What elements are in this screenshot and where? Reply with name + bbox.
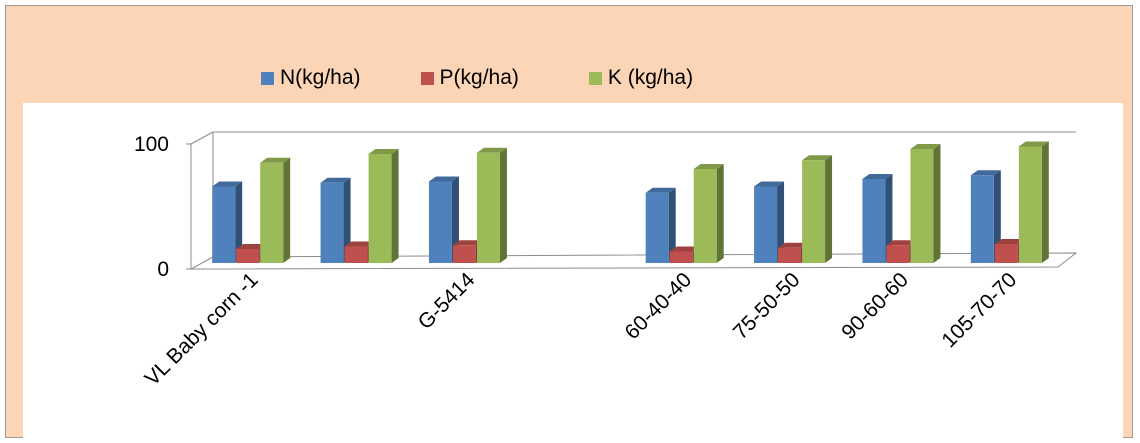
bar-side xyxy=(825,155,833,263)
legend-label-n: N(kg/ha) xyxy=(280,66,361,89)
bar-top xyxy=(645,187,676,193)
plot-area: 0 100 VL Baby corn -1 G-5414 60-40-40 75-50-5… xyxy=(23,103,1123,443)
bar xyxy=(886,245,910,263)
bar-top xyxy=(368,149,399,154)
x-tick-label: 90-60-60 xyxy=(837,268,913,344)
bar-top xyxy=(910,144,941,149)
bar-top xyxy=(669,246,700,252)
bar xyxy=(693,169,717,263)
bar-chart-plot: 0 100 VL Baby corn -1 G-5414 60-40-40 75-50-5… xyxy=(134,131,1078,390)
bar xyxy=(260,162,284,263)
legend-label-p: P(kg/ha) xyxy=(439,66,519,89)
y-tick-label: 0 xyxy=(157,258,169,281)
bar xyxy=(645,192,669,263)
bar xyxy=(862,179,886,263)
bar-side xyxy=(777,181,785,263)
bar-top xyxy=(344,241,375,247)
bar-side xyxy=(235,181,243,263)
legend-item-n: N(kg/ha) xyxy=(261,66,361,90)
bar-top xyxy=(693,164,724,169)
bar xyxy=(212,186,236,263)
bar-side xyxy=(885,174,893,263)
bar-top xyxy=(754,181,785,187)
bar-side xyxy=(343,177,351,263)
bar xyxy=(910,149,934,263)
bar xyxy=(344,246,368,263)
bar xyxy=(320,182,344,263)
y-tick-label: 100 xyxy=(134,133,169,156)
bar-side xyxy=(933,144,941,263)
bar-top xyxy=(802,155,833,161)
chart-frame: N(kg/ha) P(kg/ha) K (kg/ha) 0 100 VL Baby … xyxy=(5,5,1133,443)
bar xyxy=(754,186,778,263)
bar-top xyxy=(886,240,917,246)
bar-top xyxy=(778,242,809,248)
legend-item-p: P(kg/ha) xyxy=(420,66,519,90)
bar-side xyxy=(668,187,676,263)
bar xyxy=(368,154,392,263)
bar-top xyxy=(452,240,483,246)
x-tick-label: 105-70-70 xyxy=(937,268,1021,352)
gridline-diagonal-top xyxy=(190,131,214,145)
bar-side xyxy=(716,164,724,263)
x-tick-label: G-5414 xyxy=(414,268,480,334)
bar xyxy=(778,247,802,263)
bar-side xyxy=(391,149,399,263)
bar-side xyxy=(1041,141,1049,263)
x-tick-label: VL Baby corn -1 xyxy=(141,268,263,390)
x-tick-label: 60-40-40 xyxy=(621,268,697,344)
bar-side xyxy=(451,176,459,263)
bar-side xyxy=(993,170,1001,263)
bar xyxy=(428,181,452,263)
bar-side xyxy=(499,147,507,263)
legend-swatch-k xyxy=(588,71,602,85)
bar-top xyxy=(320,177,351,183)
bar-top xyxy=(862,174,893,179)
bar-top xyxy=(994,239,1025,244)
legend: N(kg/ha) P(kg/ha) K (kg/ha) xyxy=(261,58,753,98)
bar xyxy=(970,175,994,263)
legend-swatch-p xyxy=(420,71,434,85)
bar xyxy=(1018,146,1042,263)
legend-swatch-n xyxy=(261,71,274,85)
bar-top xyxy=(428,176,459,182)
floor xyxy=(190,252,1078,270)
bar xyxy=(802,160,826,263)
bar xyxy=(452,245,476,263)
bar xyxy=(236,249,260,263)
bar-top xyxy=(970,170,1001,176)
bar-top xyxy=(236,244,267,249)
x-tick-label: 75-50-50 xyxy=(729,268,805,344)
bar-top xyxy=(1018,141,1049,147)
bar-top xyxy=(476,147,507,153)
bar xyxy=(669,251,693,263)
bar-top xyxy=(260,157,291,163)
bar xyxy=(994,244,1018,263)
bar xyxy=(476,152,500,263)
legend-item-k: K (kg/ha) xyxy=(588,66,694,90)
legend-label-k: K (kg/ha) xyxy=(607,66,694,89)
bar-side xyxy=(283,157,291,263)
bar-top xyxy=(212,181,243,187)
